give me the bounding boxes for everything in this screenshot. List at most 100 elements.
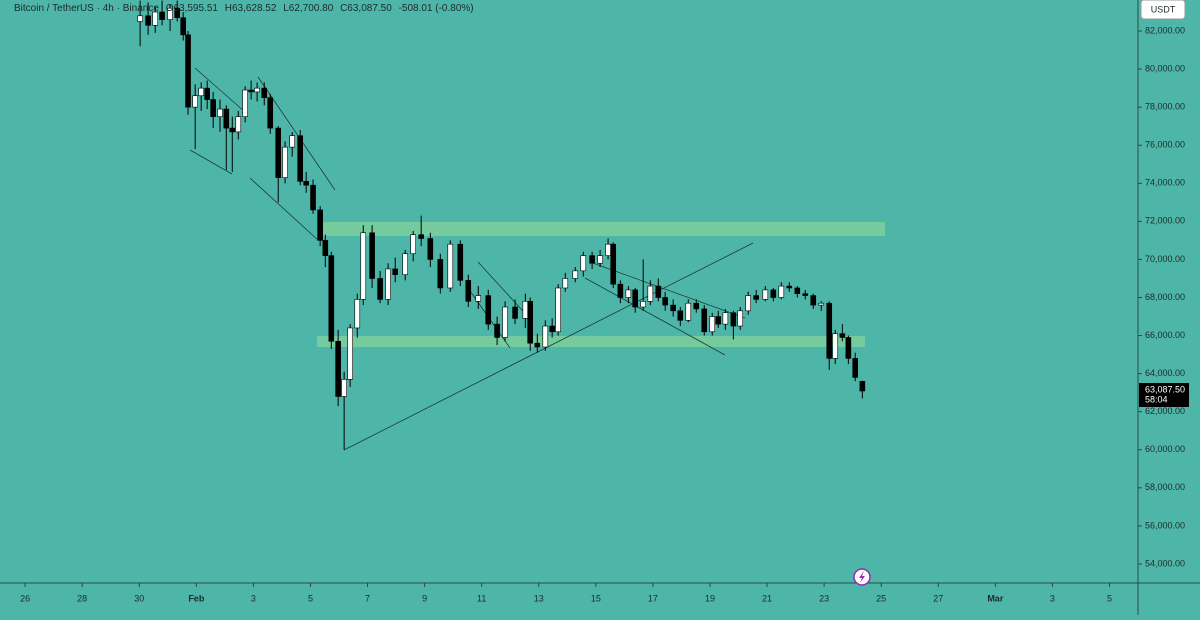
- y-tick-label: 60,000.00: [1145, 444, 1185, 454]
- candle-body: [335, 340, 341, 397]
- x-tick-label: 26: [20, 593, 30, 603]
- x-tick-label: 23: [819, 593, 829, 603]
- separator: ·: [97, 3, 103, 14]
- candle-body: [385, 268, 391, 300]
- candle-body: [685, 302, 692, 321]
- candle-body: [204, 87, 210, 100]
- candle-body: [437, 259, 444, 289]
- y-tick-label: 82,000.00: [1145, 25, 1185, 35]
- countdown-label: 58:04: [1145, 394, 1168, 404]
- candle-body: [235, 116, 242, 133]
- x-tick-label: 25: [876, 593, 886, 603]
- candle-body: [542, 325, 549, 348]
- x-tick-label: 3: [251, 593, 256, 603]
- candle-body: [810, 295, 817, 306]
- trend-line: [584, 277, 726, 356]
- x-tick-label: 28: [77, 593, 87, 603]
- y-tick-label: 56,000.00: [1145, 520, 1185, 530]
- candle-body: [839, 333, 846, 338]
- x-tick-label: 27: [933, 593, 943, 603]
- candle-body: [647, 285, 654, 302]
- candle-body: [369, 232, 375, 279]
- candle-body: [605, 243, 611, 256]
- candle-body: [722, 312, 729, 325]
- candle-body: [392, 268, 399, 275]
- candle-body: [640, 301, 646, 308]
- candle-body: [502, 306, 508, 338]
- candle-body: [159, 11, 165, 20]
- last-price-label: 63,087.50: [1145, 384, 1185, 394]
- candle-body: [610, 243, 617, 285]
- candle-body: [859, 381, 866, 392]
- candle-body: [677, 310, 684, 321]
- y-tick-label: 62,000.00: [1145, 406, 1185, 416]
- candle-body: [223, 108, 230, 129]
- x-tick-label: 5: [1107, 593, 1112, 603]
- ohlc-low: L62,700.80: [283, 3, 333, 14]
- currency-label[interactable]: USDT: [1151, 4, 1176, 14]
- candle-body: [662, 297, 668, 306]
- y-tick-label: 58,000.00: [1145, 482, 1185, 492]
- x-tick-label: 30: [134, 593, 144, 603]
- currency-button[interactable]: [1140, 0, 1186, 20]
- candle-body: [347, 327, 353, 380]
- candle-body: [534, 342, 541, 348]
- x-tick-label: Mar: [987, 593, 1004, 603]
- trend-lines: [189, 67, 754, 451]
- candle-body: [317, 209, 323, 241]
- candle-body: [715, 316, 722, 325]
- candle-body: [360, 232, 367, 300]
- candle-body: [572, 270, 579, 279]
- candle-body: [418, 234, 424, 239]
- candle-body: [786, 285, 793, 289]
- candle-body: [447, 243, 454, 289]
- candle-body: [427, 238, 434, 260]
- y-tick-label: 74,000.00: [1145, 178, 1185, 188]
- candle-body: [297, 135, 303, 182]
- axes: 54,000.00 56,000.00 58,000.00 60,000.00 62,0…: [20, 25, 1185, 603]
- candle-body: [167, 7, 173, 20]
- symbol-header: Bitcoin / TetherUS · 4h · Binance O63,59…: [14, 3, 474, 14]
- candle-body: [845, 337, 852, 359]
- candle-body: [210, 99, 216, 117]
- candle-body: [778, 285, 785, 298]
- candle-body: [303, 181, 309, 186]
- candles: [137, 0, 866, 450]
- candle-body: [282, 146, 288, 178]
- ohlc-close: C63,087.50: [340, 3, 392, 14]
- trend-line: [194, 67, 246, 113]
- interval: 4h: [103, 3, 114, 14]
- candle-body: [794, 287, 801, 294]
- y-tick-label: 76,000.00: [1145, 140, 1185, 150]
- candle-body: [753, 295, 759, 300]
- candle-body: [152, 11, 159, 26]
- candle-body: [354, 299, 361, 329]
- last-price-box: [1139, 382, 1189, 407]
- exchange: Binance: [123, 3, 160, 14]
- candle-body: [745, 295, 752, 312]
- candle-body: [410, 234, 416, 255]
- candle-body: [589, 255, 595, 264]
- candle-body: [701, 308, 708, 333]
- candle-body: [670, 304, 676, 312]
- candle-body: [229, 127, 236, 133]
- x-tick-label: 5: [308, 593, 313, 603]
- candle-body: [145, 15, 151, 26]
- candle-body: [377, 278, 383, 300]
- candle-body: [737, 310, 744, 327]
- x-tick-label: 19: [705, 593, 715, 603]
- support-zone: [317, 336, 865, 347]
- x-tick-label: 17: [648, 593, 658, 603]
- candle-body: [617, 283, 624, 298]
- candle-body: [709, 316, 716, 333]
- candle-body: [341, 379, 347, 397]
- candle-body: [275, 127, 282, 178]
- candle-body: [248, 89, 254, 93]
- candle-body: [457, 243, 464, 281]
- symbol: Bitcoin / TetherUS: [14, 3, 94, 14]
- candle-body: [549, 325, 555, 333]
- candle-body: [465, 280, 472, 302]
- candle-body: [693, 302, 700, 310]
- candle-body: [402, 253, 409, 275]
